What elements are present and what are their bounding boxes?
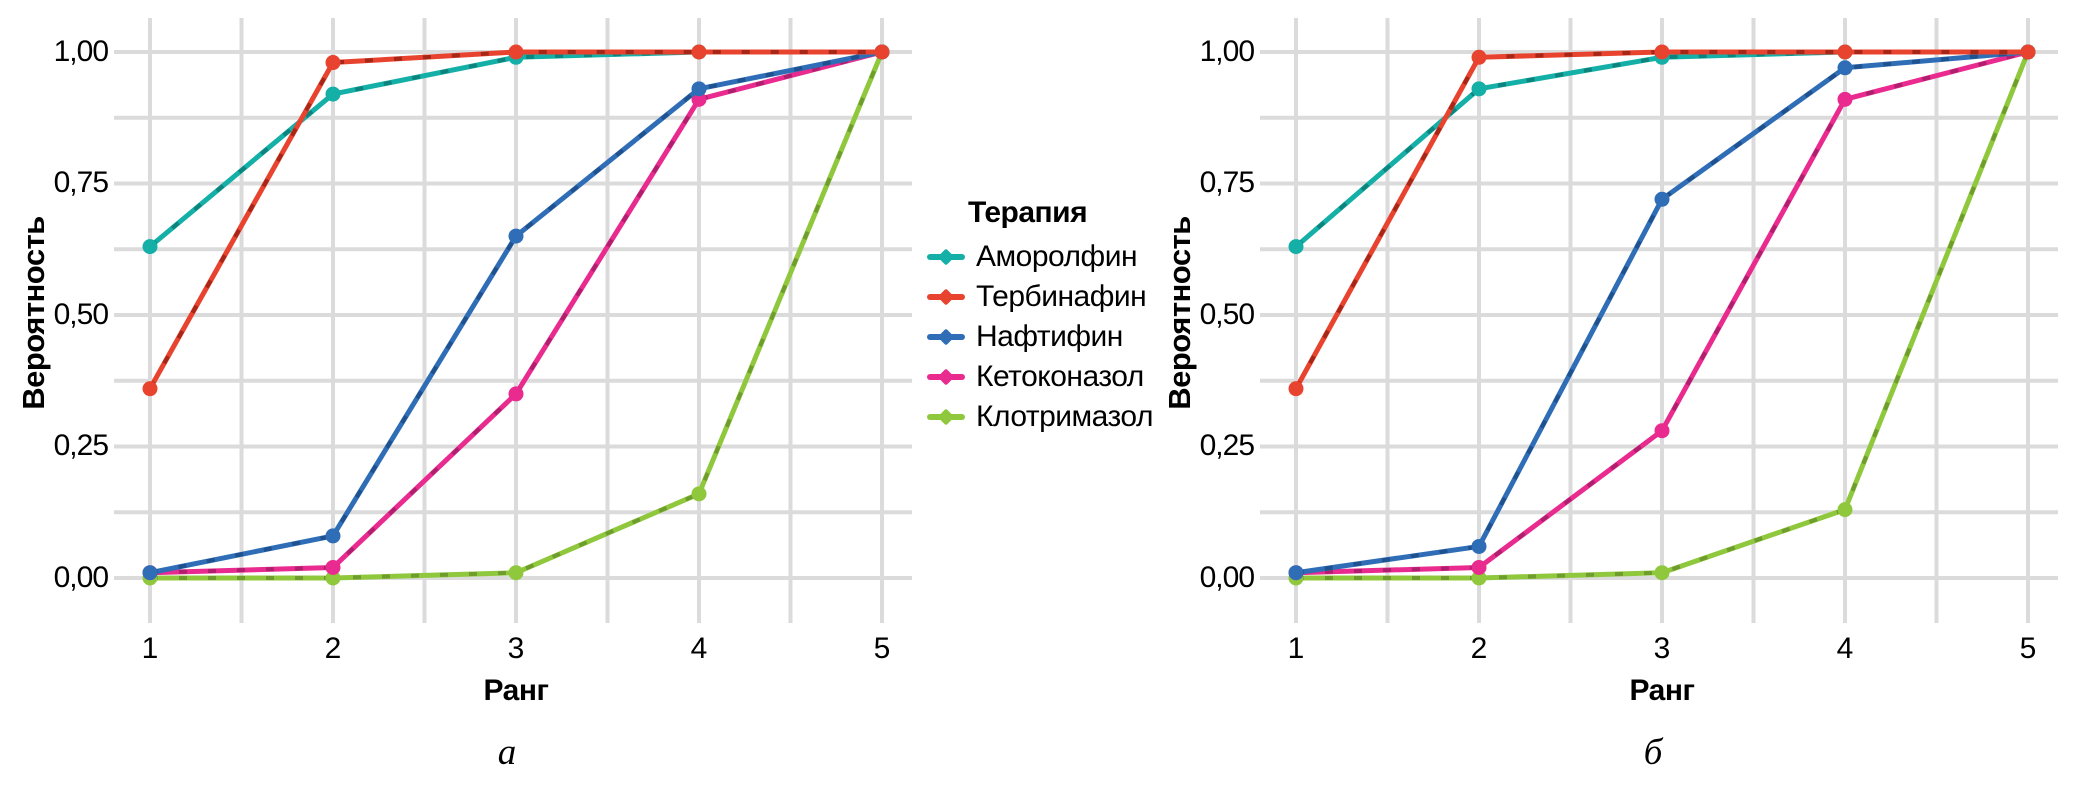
chart-a-canvas <box>114 18 912 623</box>
chart-b-canvas <box>1260 18 2058 623</box>
data-point <box>1288 565 1304 581</box>
series-dash-overlay <box>150 51 884 580</box>
data-point <box>325 559 341 575</box>
data-point <box>1837 502 1853 518</box>
data-point <box>142 565 158 581</box>
data-point <box>508 228 524 244</box>
data-point <box>1654 191 1670 207</box>
legend: Терапия Аморолфин Тербинафин Нафтифин Кеток… <box>925 0 1155 500</box>
chart-a: Вероятность 1,00 0,75 0,50 0,25 0,00 1 2… <box>0 0 930 787</box>
data-point <box>142 239 158 255</box>
legend-item: Кетоконазол <box>927 357 1155 397</box>
data-point <box>508 44 524 60</box>
subplot-letter-b: б <box>1643 732 1663 773</box>
data-point <box>325 570 341 586</box>
x-tick-label: 2 <box>1470 632 1488 665</box>
data-point <box>325 55 341 71</box>
data-point <box>1837 60 1853 76</box>
y-tick-label: 0,00 <box>1199 561 1255 594</box>
series-Тербинафин <box>1288 44 2036 397</box>
data-point <box>1471 559 1487 575</box>
data-point <box>1654 423 1670 439</box>
legend-item: Клотримазол <box>927 397 1155 437</box>
data-point <box>1288 381 1304 397</box>
legend-marker-icon <box>927 248 965 266</box>
legend-point-icon <box>937 408 955 426</box>
data-point <box>1288 239 1304 255</box>
legend-item-label: Клотримазол <box>976 400 1153 433</box>
x-tick-label: 2 <box>324 632 342 665</box>
series-dash-overlay <box>1296 51 2030 580</box>
y-tick-label: 0,50 <box>53 298 109 331</box>
data-point <box>1654 565 1670 581</box>
legend-marker-icon <box>927 328 965 346</box>
legend-point-icon <box>937 288 955 306</box>
data-point <box>1837 44 1853 60</box>
y-tick-label: 0,25 <box>53 429 109 462</box>
legend-item-label: Нафтифин <box>976 320 1123 353</box>
series-Тербинафин <box>142 44 890 397</box>
data-point <box>874 44 890 60</box>
legend-item: Аморолфин <box>927 237 1155 277</box>
legend-marker-icon <box>927 408 965 426</box>
y-tick-label: 0,75 <box>53 166 109 199</box>
x-tick-label: 1 <box>141 632 159 665</box>
data-point <box>1654 44 1670 60</box>
data-point <box>691 91 707 107</box>
legend-item: Нафтифин <box>927 317 1155 357</box>
legend-title: Терапия <box>968 196 1088 229</box>
legend-items: Аморолфин Тербинафин Нафтифин Кетоконазол Кл… <box>927 237 1155 437</box>
legend-item-label: Тербинафин <box>976 280 1147 313</box>
data-point <box>2020 44 2036 60</box>
series-dash-overlay <box>1295 50 2029 575</box>
data-point <box>1471 538 1487 554</box>
data-point <box>691 44 707 60</box>
subplot-letter-a: а <box>497 732 517 773</box>
y-tick-label: 0,75 <box>1199 166 1255 199</box>
data-point <box>1471 49 1487 65</box>
legend-item: Тербинафин <box>927 277 1155 317</box>
chart-b: Вероятность 1,00 0,75 0,50 0,25 0,00 1 2… <box>1146 0 2076 787</box>
x-axis-label: Ранг <box>483 674 549 707</box>
data-point <box>1471 570 1487 586</box>
legend-point-icon <box>937 328 955 346</box>
data-point <box>325 528 341 544</box>
x-tick-label: 5 <box>873 632 891 665</box>
x-tick-label: 5 <box>2019 632 2037 665</box>
x-tick-label: 4 <box>1836 632 1854 665</box>
data-point <box>1471 81 1487 97</box>
data-point <box>142 381 158 397</box>
legend-item-label: Аморолфин <box>976 240 1138 273</box>
data-point <box>691 81 707 97</box>
legend-marker-icon <box>927 368 965 386</box>
x-tick-label: 3 <box>1653 632 1671 665</box>
data-point <box>508 386 524 402</box>
y-tick-label: 1,00 <box>53 35 109 68</box>
data-point <box>325 86 341 102</box>
x-tick-label: 1 <box>1287 632 1305 665</box>
x-axis-label: Ранг <box>1629 674 1695 707</box>
x-tick-label: 4 <box>690 632 708 665</box>
legend-item-label: Кетоконазол <box>976 360 1144 393</box>
legend-marker-icon <box>927 288 965 306</box>
data-point <box>691 486 707 502</box>
data-point <box>1837 91 1853 107</box>
series-Нафтифин <box>1288 44 2036 581</box>
y-tick-label: 0,50 <box>1199 298 1255 331</box>
data-point <box>508 565 524 581</box>
y-tick-label: 1,00 <box>1199 35 1255 68</box>
legend-point-icon <box>937 368 955 386</box>
y-tick-label: 0,00 <box>53 561 109 594</box>
legend-point-icon <box>937 248 955 266</box>
x-tick-label: 3 <box>507 632 525 665</box>
y-tick-label: 0,25 <box>1199 429 1255 462</box>
